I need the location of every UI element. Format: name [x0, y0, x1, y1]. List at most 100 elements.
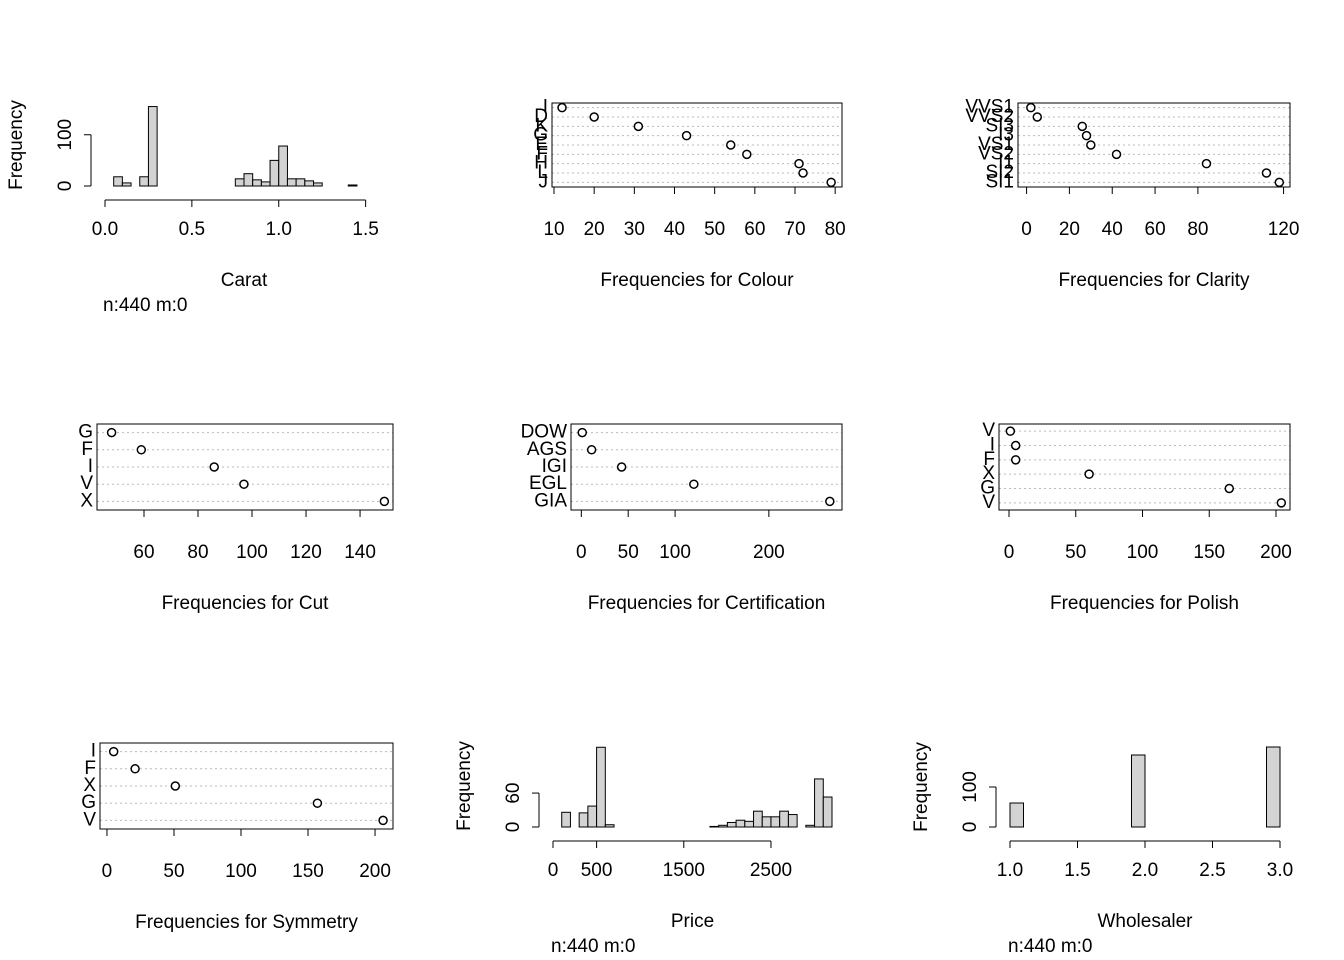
dot	[1261, 168, 1272, 178]
y-tick-label: 100	[960, 771, 981, 803]
bar	[252, 179, 262, 187]
x-tick-label: 30	[624, 219, 645, 240]
bar	[709, 825, 720, 828]
category-label: SI2	[985, 162, 1014, 183]
dot	[106, 427, 117, 438]
x-tick-label: 150	[1193, 542, 1225, 563]
bar	[787, 814, 798, 828]
x-tick-label: 120	[290, 542, 322, 563]
dot	[136, 445, 147, 455]
x-tick-label: 80	[825, 219, 846, 240]
x-tick-label: 1.0	[266, 219, 292, 240]
x-tick-label: 200	[359, 861, 391, 882]
bar	[1266, 746, 1281, 828]
category-label: D	[534, 106, 548, 127]
x-tick-label: 1.5	[352, 219, 378, 240]
dot	[825, 496, 835, 507]
x-tick-label: 2500	[750, 860, 792, 881]
dot	[725, 140, 736, 150]
x-tick-label: 1500	[663, 860, 705, 881]
category-label: I	[543, 97, 548, 118]
x-axis-label: Frequencies for Colour	[600, 270, 794, 291]
y-tick-label: 0	[960, 822, 981, 833]
x-tick-label: 50	[704, 219, 725, 240]
bar	[561, 811, 571, 828]
category-label: J	[539, 171, 549, 192]
bar	[147, 106, 158, 187]
x-tick-label: 80	[187, 542, 208, 563]
category-label: DOW	[521, 422, 568, 443]
bar	[587, 805, 598, 828]
subtitle: n:440 m:0	[103, 295, 188, 316]
dot	[1081, 130, 1092, 141]
bar	[347, 184, 358, 187]
category-label: I	[88, 456, 93, 477]
category-label: L	[537, 162, 548, 183]
dot	[312, 798, 323, 808]
category-label: G	[81, 792, 96, 813]
x-tick-label: 40	[664, 219, 685, 240]
category-label: G	[533, 125, 548, 146]
category-label: IGI	[542, 456, 567, 477]
subtitle: n:440 m:0	[1008, 936, 1093, 957]
x-axis-label: Frequencies for Symmetry	[135, 912, 358, 933]
dot	[633, 121, 644, 132]
x-tick-label: 20	[584, 219, 605, 240]
x-tick-label: 0	[548, 860, 559, 881]
dot	[1077, 121, 1088, 132]
category-label: H	[534, 153, 548, 174]
bar	[1009, 802, 1024, 828]
category-label: V	[80, 473, 93, 494]
x-tick-label: 50	[163, 861, 184, 882]
x-tick-label: 150	[292, 861, 324, 882]
dot	[378, 815, 388, 826]
dot	[1274, 177, 1285, 188]
dot	[616, 462, 627, 472]
bar	[243, 173, 254, 187]
dot	[557, 102, 567, 113]
dot	[1010, 455, 1021, 465]
bar	[260, 181, 271, 187]
bar	[779, 810, 789, 828]
bar	[753, 810, 763, 828]
category-label: VS1	[978, 134, 1014, 155]
category-label: G	[980, 478, 995, 499]
bar	[139, 176, 149, 187]
x-tick-label: 40	[1102, 219, 1123, 240]
x-tick-label: 0.0	[92, 219, 118, 240]
y-tick-label: 0	[503, 822, 524, 833]
dot	[1026, 102, 1036, 113]
category-label: F	[84, 758, 96, 779]
category-label: VS2	[978, 143, 1014, 164]
x-tick-label: 1.0	[997, 860, 1023, 881]
bar	[814, 778, 824, 828]
x-tick-label: 80	[1187, 219, 1208, 240]
bar	[744, 820, 755, 828]
subtitle: n:440 m:0	[551, 936, 636, 957]
category-label: I	[91, 741, 96, 762]
y-axis-label: Frequency	[911, 742, 932, 832]
x-tick-label: 200	[1260, 542, 1292, 563]
bar	[735, 819, 746, 828]
x-tick-label: 100	[236, 542, 268, 563]
x-tick-label: 0	[1021, 219, 1032, 240]
category-label: V	[982, 492, 995, 513]
x-axis-label: Wholesaler	[1097, 911, 1193, 932]
dot	[379, 496, 390, 507]
bar	[770, 816, 781, 828]
x-tick-label: 0.5	[179, 219, 205, 240]
x-tick-label: 60	[1145, 219, 1166, 240]
dot	[586, 445, 597, 455]
x-axis-label: Frequencies for Clarity	[1058, 270, 1250, 291]
bar	[726, 821, 737, 828]
category-label: K	[535, 115, 548, 136]
x-axis-label: Frequencies for Cut	[162, 593, 330, 614]
bar	[1131, 754, 1146, 828]
category-label: I	[990, 435, 995, 456]
category-label: I1	[998, 153, 1014, 174]
y-axis-label: Frequency	[6, 100, 27, 190]
dot	[1032, 112, 1043, 122]
dot	[1276, 498, 1287, 508]
category-label: X	[83, 775, 96, 796]
